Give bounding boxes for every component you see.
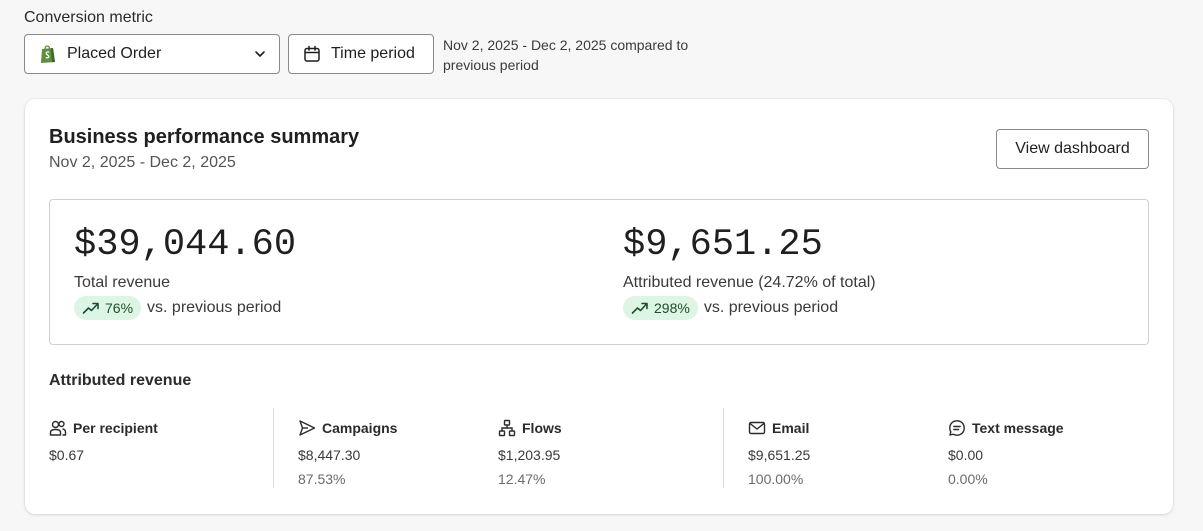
column-divider — [273, 408, 274, 488]
campaigns-column: Campaigns $8,447.30 87.53% — [298, 417, 397, 487]
flows-value: $1,203.95 — [498, 447, 561, 463]
change-percent: 76% — [105, 300, 134, 316]
change-badge: 298% — [623, 296, 698, 320]
business-performance-card: Business performance summary Nov 2, 2025… — [25, 99, 1173, 514]
conversion-metric-select[interactable]: Placed Order — [24, 34, 280, 74]
per-recipient-column: Per recipient $0.67 — [49, 417, 158, 463]
flows-column: Flows $1,203.95 12.47% — [498, 417, 562, 487]
total-revenue-stat: $39,044.60 Total revenue 76% vs. previou… — [74, 224, 296, 320]
attributed-revenue-change: 298% vs. previous period — [623, 296, 876, 320]
revenue-summary-box: $39,044.60 Total revenue 76% vs. previou… — [49, 199, 1149, 345]
people-icon — [49, 420, 67, 436]
change-suffix: vs. previous period — [703, 299, 839, 316]
column-divider — [723, 408, 724, 488]
campaigns-header: Campaigns — [298, 417, 397, 439]
total-revenue-change: 76% vs. previous period — [74, 296, 296, 320]
per-recipient-value: $0.67 — [49, 447, 85, 463]
total-revenue-label: Total revenue — [74, 274, 171, 291]
mail-icon — [748, 421, 766, 435]
chevron-down-icon — [255, 51, 265, 57]
flow-icon — [498, 419, 516, 437]
text-message-percent: 0.00% — [948, 471, 988, 487]
text-message-value: $0.00 — [948, 447, 984, 463]
attributed-revenue-amount: $9,651.25 — [623, 224, 823, 266]
view-dashboard-button[interactable]: View dashboard — [996, 129, 1149, 169]
text-message-header: Text message — [948, 417, 1064, 439]
conversion-metric-label: Conversion metric — [24, 9, 153, 26]
send-icon — [299, 420, 316, 436]
time-period-button[interactable]: Time period — [288, 34, 434, 74]
email-column: Email $9,651.25 100.00% — [748, 417, 810, 487]
per-recipient-header: Per recipient — [49, 417, 158, 439]
flows-header: Flows — [498, 417, 562, 439]
card-title: Business performance summary — [49, 126, 360, 148]
conversion-metric-value: Placed Order — [67, 45, 162, 62]
calendar-icon — [304, 45, 320, 62]
chat-icon — [949, 420, 965, 436]
email-header: Email — [748, 417, 810, 439]
comparison-range-note: Nov 2, 2025 - Dec 2, 2025 compared to pr… — [443, 37, 689, 73]
shopify-bag-icon — [41, 45, 55, 63]
change-badge: 76% — [74, 296, 142, 320]
campaigns-percent: 87.53% — [298, 471, 346, 487]
total-revenue-amount: $39,044.60 — [74, 224, 297, 266]
attributed-revenue-stat: $9,651.25 Attributed revenue (24.72% of … — [623, 224, 876, 320]
flows-percent: 12.47% — [498, 471, 546, 487]
card-date-range: Nov 2, 2025 - Dec 2, 2025 — [49, 154, 236, 171]
trend-up-icon — [82, 302, 99, 314]
change-percent: 298% — [654, 300, 690, 316]
time-period-label: Time period — [331, 45, 415, 62]
change-suffix: vs. previous period — [147, 299, 282, 316]
attributed-revenue-label: Attributed revenue (24.72% of total) — [623, 274, 876, 291]
email-value: $9,651.25 — [748, 447, 811, 463]
trend-up-icon — [631, 302, 648, 314]
text-message-column: Text message $0.00 0.00% — [948, 417, 1064, 487]
campaigns-value: $8,447.30 — [298, 447, 361, 463]
email-percent: 100.00% — [748, 471, 804, 487]
attributed-revenue-title: Attributed revenue — [49, 372, 192, 389]
